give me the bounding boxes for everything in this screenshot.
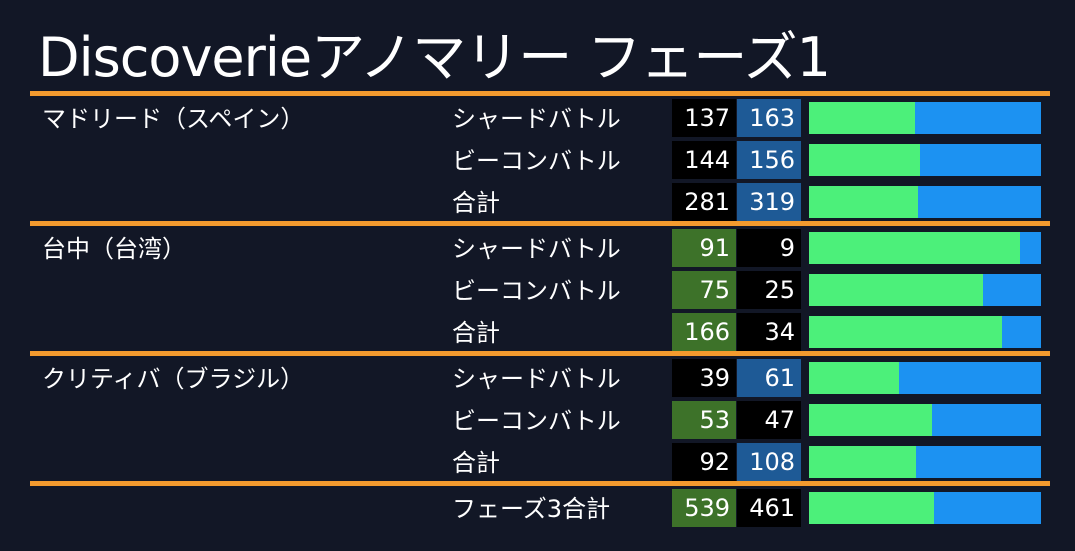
- page-title: Discoverieアノマリー フェーズ1: [38, 26, 831, 89]
- bar-segment-team-a: [809, 404, 932, 436]
- bar-segment-team-a: [809, 144, 921, 176]
- bar-segment-team-a: [809, 362, 900, 394]
- section-divider: [30, 91, 1050, 96]
- bar-segment-team-b: [1001, 316, 1041, 348]
- score-team-a: 92: [672, 443, 736, 481]
- score-team-a: 539: [672, 489, 736, 527]
- score-team-b: 108: [737, 443, 801, 481]
- score-team-b: 9: [737, 229, 801, 267]
- score-team-b: 319: [737, 183, 801, 221]
- row-label: 合計: [452, 319, 500, 347]
- bar-segment-team-b: [899, 362, 1041, 394]
- bar-segment-team-b: [983, 274, 1041, 306]
- bar-segment-team-a: [809, 232, 1021, 264]
- score-ratio-bar: [809, 186, 1041, 218]
- score-team-a: 91: [672, 229, 736, 267]
- region-name: 台中（台湾）: [42, 235, 186, 263]
- bar-segment-team-b: [917, 186, 1041, 218]
- bar-segment-team-a: [809, 492, 935, 524]
- score-ratio-bar: [809, 274, 1041, 306]
- row-label: シャードバトル: [452, 235, 621, 263]
- score-ratio-bar: [809, 102, 1041, 134]
- score-team-b: 61: [737, 359, 801, 397]
- score-team-a: 39: [672, 359, 736, 397]
- score-ratio-bar: [809, 362, 1041, 394]
- section-divider: [30, 221, 1050, 226]
- row-label: ビーコンバトル: [452, 277, 621, 305]
- row-label: シャードバトル: [452, 365, 621, 393]
- bar-segment-team-a: [809, 274, 983, 306]
- bar-segment-team-b: [931, 404, 1041, 436]
- bar-segment-team-b: [1020, 232, 1041, 264]
- score-ratio-bar: [809, 404, 1041, 436]
- bar-segment-team-a: [809, 316, 1002, 348]
- row-label: ビーコンバトル: [452, 407, 621, 435]
- score-ratio-bar: [809, 144, 1041, 176]
- bar-segment-team-b: [920, 144, 1041, 176]
- row-label: 合計: [452, 189, 500, 217]
- score-team-a: 75: [672, 271, 736, 309]
- score-team-a: 144: [672, 141, 736, 179]
- row-label: フェーズ3合計: [452, 495, 611, 523]
- score-team-b: 156: [737, 141, 801, 179]
- row-label: シャードバトル: [452, 105, 621, 133]
- score-team-b: 461: [737, 489, 801, 527]
- section-divider: [30, 481, 1050, 486]
- section-divider: [30, 351, 1050, 356]
- region-name: マドリード（スペイン）: [42, 105, 305, 133]
- score-team-a: 166: [672, 313, 736, 351]
- score-team-b: 47: [737, 401, 801, 439]
- bar-segment-team-a: [809, 446, 916, 478]
- score-team-a: 281: [672, 183, 736, 221]
- bar-segment-team-a: [809, 186, 918, 218]
- bar-segment-team-b: [915, 446, 1041, 478]
- score-team-a: 53: [672, 401, 736, 439]
- score-team-b: 163: [737, 99, 801, 137]
- score-team-b: 25: [737, 271, 801, 309]
- score-ratio-bar: [809, 316, 1041, 348]
- score-team-a: 137: [672, 99, 736, 137]
- score-ratio-bar: [809, 232, 1041, 264]
- row-label: ビーコンバトル: [452, 147, 621, 175]
- bar-segment-team-b: [914, 102, 1041, 134]
- score-ratio-bar: [809, 492, 1041, 524]
- score-team-b: 34: [737, 313, 801, 351]
- region-name: クリティバ（ブラジル）: [42, 365, 305, 393]
- bar-segment-team-a: [809, 102, 915, 134]
- bar-segment-team-b: [934, 492, 1041, 524]
- row-label: 合計: [452, 449, 500, 477]
- score-ratio-bar: [809, 446, 1041, 478]
